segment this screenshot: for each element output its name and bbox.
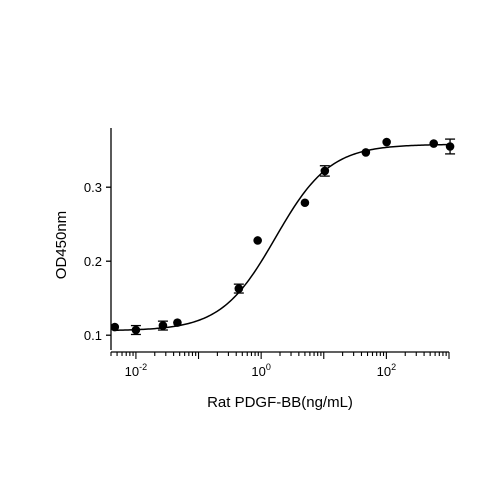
- data-point: [110, 322, 120, 332]
- x-tick-label-base: 10: [377, 364, 391, 379]
- x-tick-label: 102: [377, 362, 396, 379]
- data-point: [382, 137, 391, 147]
- y-axis-label: OD450nm: [53, 211, 70, 279]
- data-point: [234, 284, 244, 293]
- data-point: [361, 148, 371, 157]
- x-tick-label-exponent: -2: [139, 362, 147, 372]
- x-axis: 10-2 100 102: [110, 351, 450, 379]
- data-point: [253, 236, 262, 245]
- x-tick-label-base: 10: [125, 364, 139, 379]
- data-point: [429, 139, 439, 148]
- x-tick-label-exponent: 2: [391, 362, 396, 372]
- x-tick-label: 10-2: [125, 362, 147, 379]
- y-tick-label: 0.1: [84, 328, 102, 343]
- data-points: [110, 137, 456, 336]
- y-axis: 0.1 0.2 0.3: [84, 128, 112, 350]
- x-axis-label: Rat PDGF-BB(ng/mL): [207, 394, 353, 411]
- x-tick-label: 100: [251, 362, 270, 379]
- data-point: [158, 321, 168, 330]
- data-point: [445, 142, 455, 151]
- x-tick-label-base: 10: [251, 364, 265, 379]
- y-tick-label: 0.3: [84, 180, 102, 195]
- x-tick-label-exponent: 0: [266, 362, 271, 372]
- data-point: [131, 325, 141, 335]
- data-point: [320, 166, 330, 176]
- data-point: [173, 318, 182, 327]
- fit-curve: [114, 143, 451, 332]
- y-tick-label: 0.2: [84, 254, 102, 269]
- data-point: [300, 198, 310, 208]
